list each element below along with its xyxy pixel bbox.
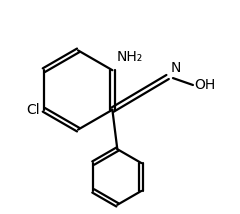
Text: Cl: Cl: [26, 103, 40, 117]
Text: NH₂: NH₂: [117, 50, 143, 64]
Text: N: N: [171, 61, 181, 75]
Text: OH: OH: [194, 78, 215, 92]
